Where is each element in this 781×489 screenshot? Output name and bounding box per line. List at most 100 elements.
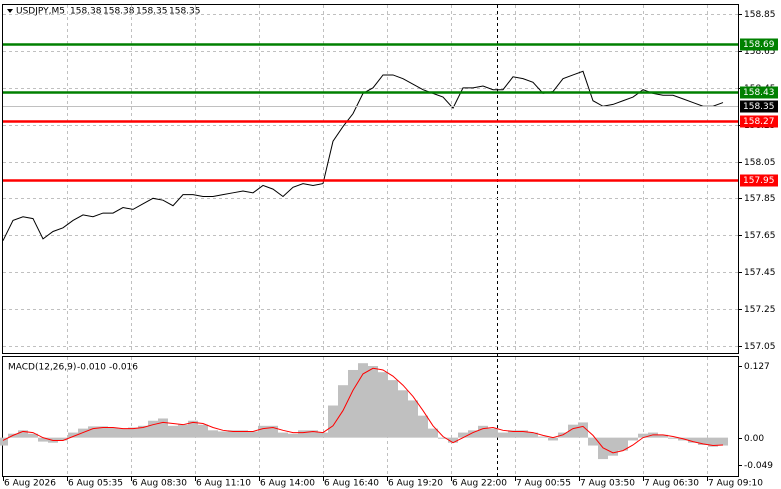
histogram-bar bbox=[388, 380, 398, 438]
histogram-bar bbox=[58, 437, 68, 441]
histogram-bar bbox=[268, 425, 278, 438]
histogram-bar bbox=[18, 430, 28, 438]
y-tick-label: 0.00 bbox=[744, 434, 764, 444]
histogram-bar bbox=[118, 428, 128, 438]
histogram-bar bbox=[0, 437, 8, 446]
x-tick-label: 7 Aug 03:50 bbox=[580, 479, 635, 489]
macd-panel bbox=[2, 356, 739, 477]
histogram-bar bbox=[578, 422, 588, 438]
histogram-bar bbox=[308, 430, 318, 438]
histogram-bar bbox=[328, 405, 338, 438]
histogram-bar bbox=[488, 428, 498, 438]
histogram-bar bbox=[318, 432, 328, 438]
histogram-bar bbox=[108, 427, 118, 438]
histogram-bar bbox=[518, 430, 528, 438]
y-tick-label: 0.127 bbox=[744, 362, 770, 372]
y-tick-label: 157.05 bbox=[744, 342, 776, 352]
histogram-bar bbox=[498, 432, 508, 438]
histogram-bar bbox=[438, 437, 448, 439]
histogram-bar bbox=[148, 420, 158, 438]
ohlc-value: 158.35 bbox=[169, 7, 201, 17]
x-tick-label: 6 Aug 2026 bbox=[4, 479, 56, 489]
y-tick-label: 158.85 bbox=[744, 10, 776, 20]
x-tick-label: 6 Aug 05:35 bbox=[68, 479, 123, 489]
histogram-bar bbox=[278, 432, 288, 438]
ohlc-value: 158.38 bbox=[103, 7, 135, 17]
histogram-bar bbox=[508, 430, 518, 438]
histogram-bar bbox=[528, 432, 538, 438]
signal-line bbox=[2, 367, 724, 454]
histogram-bar bbox=[358, 363, 368, 438]
chart-title: USDJPY,M5 bbox=[16, 7, 65, 17]
histogram-bar bbox=[218, 431, 228, 438]
current-price-label: 158.35 bbox=[743, 102, 775, 112]
histogram-bar bbox=[78, 428, 88, 438]
histogram-bar bbox=[408, 400, 418, 438]
histogram-bar bbox=[468, 430, 478, 438]
histogram-bar bbox=[258, 425, 268, 438]
y-tick-label: 157.85 bbox=[744, 194, 776, 204]
histogram-bar bbox=[478, 425, 488, 438]
histogram-bar bbox=[688, 437, 698, 443]
histogram-bar bbox=[398, 390, 408, 438]
ohlc-value: 158.38 bbox=[70, 7, 102, 17]
x-tick-label: 6 Aug 16:40 bbox=[324, 479, 379, 489]
histogram-bar bbox=[428, 428, 438, 438]
menu-icon bbox=[7, 9, 13, 13]
level-label-bg bbox=[740, 86, 778, 99]
histogram-bar bbox=[598, 437, 608, 460]
histogram-bar bbox=[298, 430, 308, 438]
x-tick-label: 7 Aug 06:30 bbox=[644, 479, 699, 489]
x-tick-label: 6 Aug 22:00 bbox=[452, 479, 507, 489]
histogram-bar bbox=[88, 426, 98, 438]
level-label: 158.27 bbox=[743, 117, 775, 127]
histogram-bar bbox=[158, 418, 168, 438]
histogram-bar bbox=[458, 432, 468, 438]
histogram-bar bbox=[178, 424, 188, 438]
histogram-bar bbox=[228, 430, 238, 438]
histogram-bar bbox=[348, 369, 358, 438]
histogram-bar bbox=[98, 426, 108, 438]
histogram-bar bbox=[238, 430, 248, 438]
x-tick-label: 6 Aug 19:20 bbox=[388, 479, 443, 489]
histogram-bar bbox=[628, 437, 638, 441]
y-tick-label: 158.05 bbox=[744, 158, 776, 168]
histogram-bar bbox=[208, 430, 218, 438]
histogram-bar bbox=[168, 425, 178, 438]
histogram-bar bbox=[588, 437, 598, 446]
macd-title: MACD(12,26,9) bbox=[8, 363, 76, 373]
histogram-bar bbox=[128, 427, 138, 438]
y-tick-label: 158.65 bbox=[744, 47, 776, 57]
histogram-bar bbox=[248, 431, 258, 438]
x-tick-label: 6 Aug 11:10 bbox=[196, 479, 251, 489]
histogram-bar bbox=[638, 433, 648, 438]
histogram-bar bbox=[718, 437, 728, 446]
histogram-bar bbox=[708, 437, 718, 447]
histogram-bar bbox=[138, 425, 148, 438]
histogram-bar bbox=[668, 437, 678, 439]
level-label-bg bbox=[740, 174, 778, 187]
level-label-bg bbox=[740, 115, 778, 128]
histogram-bar bbox=[698, 437, 708, 445]
histogram-bar bbox=[548, 437, 558, 441]
macd-readout: -0.010 bbox=[77, 363, 106, 373]
level-label: 158.43 bbox=[743, 88, 775, 98]
histogram-bar bbox=[188, 420, 198, 438]
histogram-bar bbox=[368, 366, 378, 438]
price-line bbox=[2, 70, 724, 241]
histogram-bar bbox=[538, 436, 548, 438]
y-tick-label: 157.45 bbox=[744, 268, 776, 278]
current-price-bg bbox=[740, 100, 778, 113]
y-tick-label: 157.65 bbox=[744, 231, 776, 241]
histogram-bar bbox=[28, 433, 38, 438]
level-label-bg bbox=[740, 38, 778, 51]
histogram-bar bbox=[198, 424, 208, 438]
histogram-bar bbox=[658, 434, 668, 438]
x-tick-label: 6 Aug 14:00 bbox=[260, 479, 315, 489]
macd-readout: -0.016 bbox=[109, 363, 138, 373]
x-tick-label: 7 Aug 00:55 bbox=[516, 479, 571, 489]
level-label: 158.69 bbox=[743, 40, 775, 50]
histogram-bar bbox=[38, 437, 48, 442]
level-label: 157.95 bbox=[743, 176, 775, 186]
